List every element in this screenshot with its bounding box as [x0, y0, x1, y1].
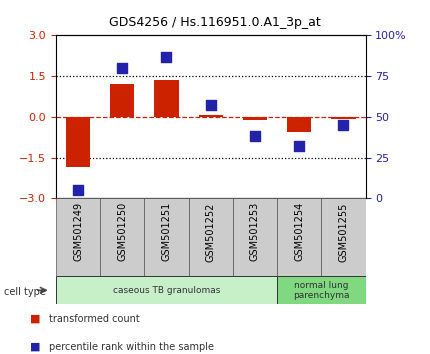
- Text: GSM501251: GSM501251: [162, 202, 172, 261]
- Bar: [110, 84, 135, 117]
- Bar: [56, 276, 277, 304]
- Bar: [277, 198, 321, 276]
- Text: GSM501250: GSM501250: [117, 202, 127, 261]
- Bar: [100, 198, 144, 276]
- Text: normal lung
parenchyma: normal lung parenchyma: [293, 281, 350, 300]
- Bar: [331, 117, 356, 119]
- Point: [119, 65, 126, 71]
- Bar: [189, 198, 233, 276]
- Text: transformed count: transformed count: [49, 314, 140, 324]
- Text: GSM501252: GSM501252: [206, 202, 216, 262]
- Bar: [144, 198, 189, 276]
- Point: [74, 187, 81, 193]
- Text: GSM501249: GSM501249: [73, 202, 83, 261]
- Bar: [321, 198, 366, 276]
- Bar: [243, 117, 267, 120]
- Bar: [233, 198, 277, 276]
- Point: [163, 54, 170, 59]
- Point: [340, 122, 347, 128]
- Text: GSM501253: GSM501253: [250, 202, 260, 261]
- Text: ■: ■: [30, 314, 40, 324]
- Bar: [277, 276, 366, 304]
- Point: [252, 133, 258, 139]
- Text: caseous TB granulomas: caseous TB granulomas: [113, 286, 220, 295]
- Text: ■: ■: [30, 342, 40, 352]
- Bar: [56, 198, 100, 276]
- Bar: [154, 80, 178, 117]
- Point: [207, 103, 214, 108]
- Text: cell type: cell type: [4, 287, 46, 297]
- Point: [296, 143, 303, 149]
- Text: GSM501254: GSM501254: [294, 202, 304, 261]
- Bar: [287, 117, 311, 132]
- Bar: [199, 115, 223, 117]
- Text: GSM501255: GSM501255: [338, 202, 348, 262]
- Text: percentile rank within the sample: percentile rank within the sample: [49, 342, 215, 352]
- Bar: [66, 117, 90, 167]
- Text: GDS4256 / Hs.116951.0.A1_3p_at: GDS4256 / Hs.116951.0.A1_3p_at: [109, 16, 321, 29]
